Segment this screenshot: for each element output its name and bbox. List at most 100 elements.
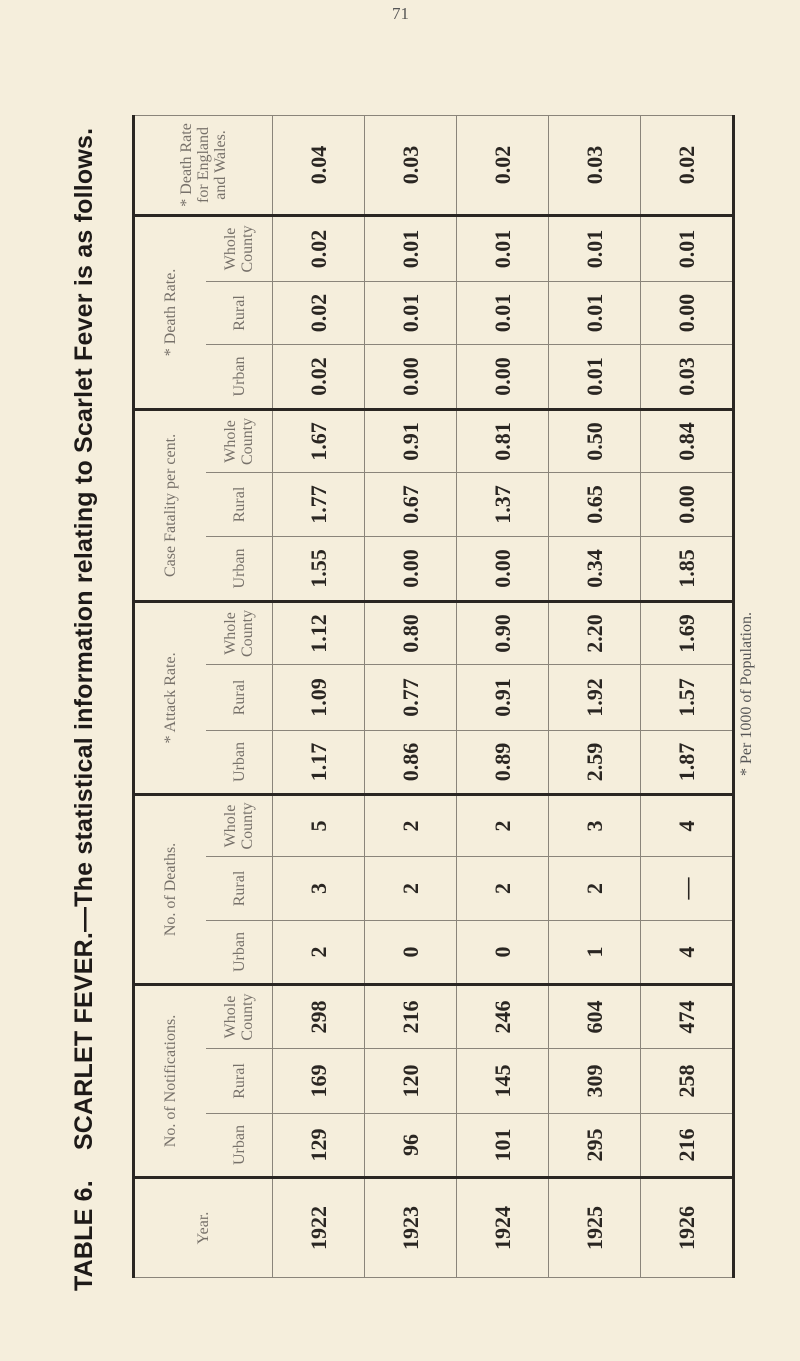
subheader-urban: Urban [206, 730, 273, 795]
header-notifications: No. of Notifications. [133, 984, 206, 1178]
deaths-rural-cell: 3 [272, 856, 365, 921]
notifications-urban-cell: 101 [456, 1113, 549, 1178]
deaths-whole-cell: 2 [364, 794, 457, 857]
subheader-rural: Rural [206, 664, 273, 731]
header-death-rate: * Death Rate. [133, 215, 206, 410]
deaths-rural-cell: 2 [364, 856, 457, 921]
subheader-whole: Whole County [206, 794, 273, 857]
table-label: TABLE 6. [70, 1180, 98, 1291]
attack-rate-urban-cell: 1.17 [272, 730, 365, 795]
subheader-urban: Urban [206, 536, 273, 602]
case-fatality-whole-cell: 0.84 [640, 409, 734, 473]
case-fatality-whole-cell: 0.81 [456, 409, 549, 473]
notifications-rural-cell: 169 [272, 1048, 365, 1114]
subheader-urban: Urban [206, 1113, 273, 1178]
case-fatality-rural-cell: 0.67 [364, 472, 457, 537]
subheader-rural: Rural [206, 1048, 273, 1114]
death-rate-rural-cell: 0.01 [456, 281, 549, 345]
attack-rate-whole-cell: 1.12 [272, 601, 365, 665]
case-fatality-rural-cell: 1.77 [272, 472, 365, 537]
ew-death-rate-cell: 0.02 [456, 115, 549, 216]
attack-rate-rural-cell: 1.92 [548, 664, 641, 731]
subheader-whole: Whole County [206, 984, 273, 1049]
deaths-urban-cell: 0 [456, 920, 549, 985]
deaths-whole-cell: 2 [456, 794, 549, 857]
case-fatality-whole-cell: 1.67 [272, 409, 365, 473]
case-fatality-whole-cell: 0.91 [364, 409, 457, 473]
ew-death-rate-cell: 0.03 [548, 115, 641, 216]
attack-rate-rural-cell: 1.57 [640, 664, 734, 731]
case-fatality-urban-cell: 1.55 [272, 536, 365, 602]
deaths-rural-cell: 2 [548, 856, 641, 921]
notifications-urban-cell: 216 [640, 1113, 734, 1178]
death-rate-urban-cell: 0.02 [272, 344, 365, 410]
table-row: 1923 96 120 216 0 2 2 0.86 0.77 0.80 0.00 0.67 0.91 0… [364, 115, 457, 1278]
table-row: 1924 101 145 246 0 2 2 0.89 0.91 0.90 0.00 1.37 0.81… [456, 115, 549, 1278]
header-year: Year. [133, 1177, 273, 1278]
notifications-rural-cell: 145 [456, 1048, 549, 1114]
year-cell: 1924 [456, 1177, 549, 1278]
ew-death-rate-cell: 0.04 [272, 115, 365, 216]
death-rate-rural-cell: 0.00 [640, 281, 734, 345]
header-ew-death-rate: * Death Rate for England and Wales. [133, 115, 273, 216]
deaths-urban-cell: 2 [272, 920, 365, 985]
subheader-whole: Whole County [206, 601, 273, 665]
notifications-whole-cell: 298 [272, 984, 365, 1049]
notifications-urban-cell: 129 [272, 1113, 365, 1178]
death-rate-whole-cell: 0.01 [640, 215, 734, 282]
attack-rate-urban-cell: 0.89 [456, 730, 549, 795]
attack-rate-whole-cell: 2.20 [548, 601, 641, 665]
death-rate-whole-cell: 0.01 [548, 215, 641, 282]
attack-rate-urban-cell: 2.59 [548, 730, 641, 795]
deaths-rural-cell: 2 [456, 856, 549, 921]
year-cell: 1925 [548, 1177, 641, 1278]
notifications-whole-cell: 216 [364, 984, 457, 1049]
death-rate-rural-cell: 0.02 [272, 281, 365, 345]
subheader-whole: Whole County [206, 215, 273, 282]
deaths-rural-cell: — [640, 856, 734, 921]
case-fatality-urban-cell: 0.00 [364, 536, 457, 602]
scarlet-fever-table: Year. No. of Notifications. No. of Death… [132, 114, 735, 1278]
subheader-rural: Rural [206, 856, 273, 921]
subheader-urban: Urban [206, 344, 273, 410]
subheader-whole: Whole County [206, 409, 273, 473]
notifications-rural-cell: 120 [364, 1048, 457, 1114]
deaths-whole-cell: 3 [548, 794, 641, 857]
subheader-rural: Rural [206, 472, 273, 537]
subheader-rural: Rural [206, 281, 273, 345]
death-rate-urban-cell: 0.00 [364, 344, 457, 410]
case-fatality-urban-cell: 1.85 [640, 536, 734, 602]
table-title: TABLE 6. SCARLET FEVER.—The statistical i… [70, 128, 99, 1291]
death-rate-rural-cell: 0.01 [364, 281, 457, 345]
notifications-urban-cell: 96 [364, 1113, 457, 1178]
ew-death-rate-cell: 0.03 [364, 115, 457, 216]
death-rate-rural-cell: 0.01 [548, 281, 641, 345]
case-fatality-whole-cell: 0.50 [548, 409, 641, 473]
attack-rate-rural-cell: 0.77 [364, 664, 457, 731]
subheader-urban: Urban [206, 920, 273, 985]
case-fatality-rural-cell: 0.65 [548, 472, 641, 537]
title-text: SCARLET FEVER.—The statistical informati… [70, 127, 98, 1151]
notifications-rural-cell: 258 [640, 1048, 734, 1114]
header-case-fatality: Case Fatality per cent. [133, 409, 206, 602]
ew-death-rate-cell: 0.02 [640, 115, 734, 216]
case-fatality-urban-cell: 0.00 [456, 536, 549, 602]
notifications-urban-cell: 295 [548, 1113, 641, 1178]
death-rate-whole-cell: 0.01 [364, 215, 457, 282]
year-cell: 1922 [272, 1177, 365, 1278]
case-fatality-rural-cell: 1.37 [456, 472, 549, 537]
attack-rate-urban-cell: 0.86 [364, 730, 457, 795]
attack-rate-whole-cell: 0.90 [456, 601, 549, 665]
year-cell: 1926 [640, 1177, 734, 1278]
notifications-rural-cell: 309 [548, 1048, 641, 1114]
attack-rate-rural-cell: 1.09 [272, 664, 365, 731]
attack-rate-rural-cell: 0.91 [456, 664, 549, 731]
notifications-whole-cell: 474 [640, 984, 734, 1049]
header-deaths: No. of Deaths. [133, 794, 206, 985]
page-number: 71 [392, 4, 409, 23]
table-row: 1925 295 309 604 1 2 3 2.59 1.92 2.20 0.34 0.65 0.50… [548, 115, 641, 1278]
death-rate-urban-cell: 0.00 [456, 344, 549, 410]
notifications-whole-cell: 246 [456, 984, 549, 1049]
deaths-whole-cell: 5 [272, 794, 365, 857]
